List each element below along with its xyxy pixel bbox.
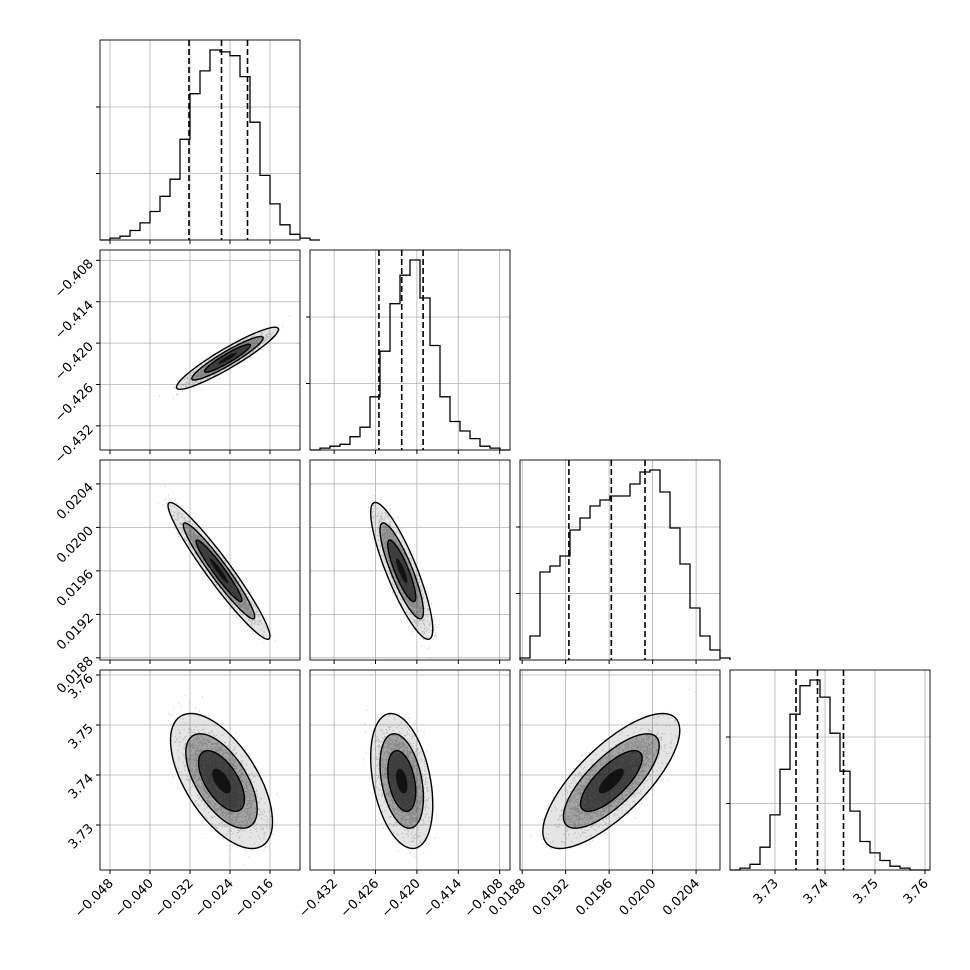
x-tick-label-0-4: −0.016 [232, 876, 277, 921]
panel-frame-3-0 [99, 669, 301, 871]
panel-frame-3-1 [309, 669, 511, 871]
x-tick-label-0-1: −0.040 [112, 876, 157, 921]
contour-3-0-middle [185, 733, 258, 829]
histogram-steps-3 [730, 679, 930, 871]
x-tick-label-1-3: −0.414 [420, 876, 465, 921]
contour-2-1-inner [387, 539, 417, 603]
y-tick-label-1-2: −0.420 [52, 339, 97, 384]
density-core-2-1 [396, 558, 408, 584]
x-tick-label-0-0: −0.048 [72, 876, 117, 921]
histogram-steps-2 [519, 469, 731, 660]
y-tick-label-2-3: 0.0200 [54, 524, 97, 567]
density-core-3-0 [212, 768, 231, 794]
y-tick-label-3-1: 3.74 [66, 771, 97, 802]
panel-frame-3-2 [519, 669, 721, 871]
histogram-panel-3 [726, 669, 931, 871]
panel-frame-1-0 [99, 249, 301, 451]
histogram-steps-0 [100, 49, 320, 241]
x-tick-label-1-1: −0.426 [338, 876, 383, 921]
contour-3-0-outer [169, 712, 274, 850]
histogram-panel-2 [516, 459, 731, 661]
x-tick-label-3-0: 3.73 [751, 876, 782, 907]
contour-1-0-inner [203, 343, 252, 373]
density-panel-2-1 [309, 459, 511, 661]
x-tick-label-1-0: −0.432 [296, 876, 341, 921]
y-tick-label-3-0: 3.73 [66, 821, 97, 852]
y-tick-label-1-1: −0.426 [52, 381, 97, 426]
x-tick-label-3-1: 3.74 [801, 876, 832, 907]
density-panel-3-0 [99, 669, 301, 871]
y-tick-label-2-1: 0.0192 [54, 611, 97, 654]
x-tick-label-2-1: 0.0192 [530, 876, 573, 919]
contour-3-2-middle [562, 733, 660, 829]
contour-3-1-middle [379, 733, 425, 829]
y-tick-label-3-2: 3.75 [66, 721, 97, 752]
histogram-panel-0 [96, 39, 320, 241]
x-tick-label-0-2: −0.032 [152, 876, 197, 921]
contour-2-0-outer [167, 501, 271, 641]
y-tick-label-2-4: 0.0204 [54, 480, 97, 523]
density-core-2-0 [209, 558, 229, 584]
density-panel-3-1 [309, 669, 511, 871]
y-tick-label-1-3: −0.414 [52, 298, 97, 343]
contour-3-2-outer [542, 712, 681, 850]
contour-1-0-outer [175, 326, 280, 391]
x-tick-label-2-2: 0.0196 [573, 876, 616, 919]
density-core-3-2 [598, 768, 624, 794]
x-tick-label-3-3: 3.76 [901, 876, 932, 907]
y-tick-label-1-4: −0.408 [52, 257, 97, 302]
contour-3-0-inner [197, 749, 246, 813]
density-panel-1-0 [99, 249, 301, 451]
histogram-panel-1 [306, 249, 511, 451]
contour-2-0-middle [182, 522, 256, 620]
density-panel-3-2 [519, 669, 721, 871]
panel-frame-3-3 [729, 669, 931, 871]
density-core-1-0 [218, 352, 237, 364]
histogram-steps-1 [310, 259, 510, 451]
y-tick-label-2-2: 0.0196 [54, 567, 97, 610]
density-panel-2-0 [99, 459, 301, 661]
panel-frame-0-0 [99, 39, 301, 241]
contour-3-1-outer [369, 712, 434, 850]
contour-2-1-middle [379, 522, 425, 620]
x-tick-label-3-2: 3.75 [851, 876, 882, 907]
panel-frame-2-2 [519, 459, 721, 661]
contour-1-0-middle [191, 335, 264, 381]
contour-3-1-inner [387, 749, 417, 813]
panel-frame-2-1 [309, 459, 511, 661]
x-tick-label-0-3: −0.024 [192, 876, 237, 921]
y-tick-label-1-0: −0.432 [52, 422, 97, 467]
x-tick-label-1-2: −0.420 [379, 876, 424, 921]
contour-2-0-inner [195, 539, 243, 603]
x-tick-label-2-4: 0.0204 [660, 876, 703, 919]
contour-2-1-outer [369, 501, 434, 641]
density-core-3-1 [396, 768, 408, 794]
panel-frame-2-0 [99, 459, 301, 661]
x-tick-label-2-3: 0.0200 [617, 876, 660, 919]
contour-3-2-inner [579, 749, 643, 813]
panel-frame-1-1 [309, 249, 511, 451]
